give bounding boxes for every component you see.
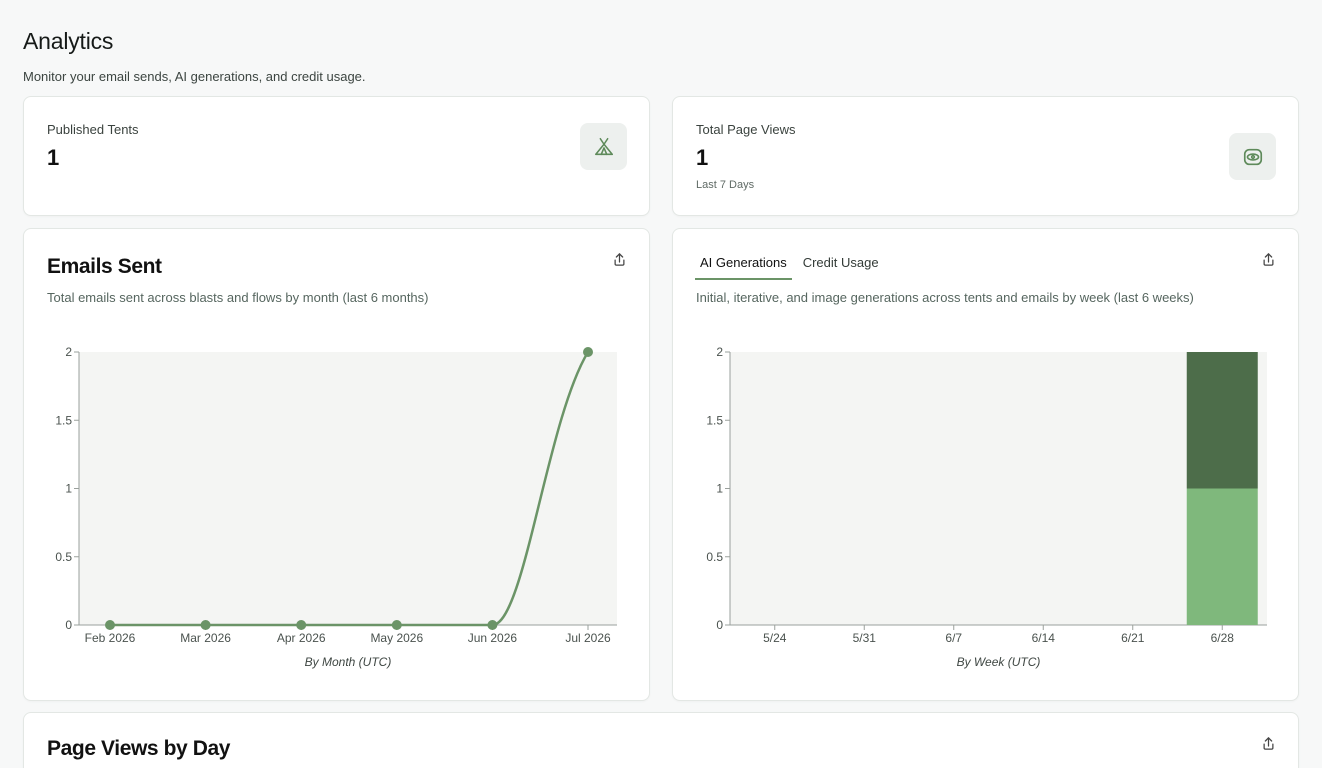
- emails-sent-title: Emails Sent: [47, 255, 162, 278]
- y-tick-label: 0: [716, 618, 723, 632]
- x-axis-label: By Week (UTC): [957, 655, 1041, 669]
- ai-tabs: AI Generations Credit Usage: [695, 251, 890, 280]
- emails-sent-description: Total emails sent across blasts and flow…: [47, 290, 429, 305]
- share-icon: [1263, 252, 1273, 266]
- share-icon: [1263, 736, 1273, 750]
- page-title: Analytics: [23, 28, 114, 54]
- ai-generations-chart: 0 0.5 1 1.5 2 5/24 5/31 6/7 6/14 6/21 6/28 By Week …: [706, 345, 1267, 669]
- published-tents-value: 1: [47, 145, 60, 170]
- page-views-label: Total Page Views: [696, 122, 796, 137]
- y-tick-label: 1: [716, 482, 723, 496]
- emails-data-point: [200, 620, 211, 630]
- page-subtitle: Monitor your email sends, AI generations…: [23, 69, 366, 84]
- emails-data-point: [583, 347, 593, 357]
- tab-ai-generations[interactable]: AI Generations: [695, 251, 792, 280]
- eye-icon: [1229, 133, 1276, 180]
- x-tick-label: 6/14: [1032, 631, 1056, 645]
- tent-icon: [580, 123, 627, 170]
- y-tick-label: 1: [65, 482, 72, 496]
- x-tick-label: 6/7: [945, 631, 962, 645]
- x-tick-label: 6/28: [1211, 631, 1235, 645]
- share-icon: [614, 252, 624, 266]
- ai-export-button[interactable]: [1258, 249, 1278, 269]
- y-tick-label: 1.5: [706, 413, 723, 427]
- x-axis-label: By Month (UTC): [305, 655, 392, 669]
- x-tick-label: Jun 2026: [468, 631, 518, 645]
- page-views-by-day-card: Page Views by Day: [23, 712, 1299, 768]
- y-tick-label: 0: [65, 618, 72, 632]
- y-tick-label: 2: [65, 345, 72, 359]
- x-tick-label: 5/31: [853, 631, 877, 645]
- x-tick-label: May 2026: [370, 631, 423, 645]
- x-tick-label: 6/21: [1121, 631, 1145, 645]
- ai-bar-segment: [1186, 488, 1258, 625]
- page-views-stat-card: Total Page Views 1 Last 7 Days: [672, 96, 1299, 216]
- emails-data-point: [296, 620, 307, 630]
- plot-area: [730, 352, 1267, 625]
- emails-data-point: [391, 620, 402, 630]
- y-tick-label: 1.5: [55, 413, 72, 427]
- x-tick-label: Apr 2026: [277, 631, 326, 645]
- y-tick-label: 0.5: [706, 550, 723, 564]
- page-views-value: 1: [696, 145, 709, 170]
- page-header: Analytics Monitor your email sends, AI g…: [23, 28, 366, 84]
- y-tick-label: 2: [716, 345, 723, 359]
- published-tents-label: Published Tents: [47, 122, 139, 137]
- tab-credit-usage[interactable]: Credit Usage: [802, 255, 879, 270]
- ai-generations-card: AI Generations Credit Usage Initial, ite…: [672, 228, 1299, 701]
- y-tick-label: 0.5: [55, 550, 72, 564]
- plot-area: [79, 352, 617, 625]
- page-views-export-button[interactable]: [1258, 733, 1278, 753]
- emails-sent-chart: 0 0.5 1 1.5 2 Feb 2026 Mar 2026 Apr 2026 May 202…: [55, 345, 617, 669]
- emails-sent-card: Emails Sent Total emails sent across bla…: [23, 228, 650, 701]
- x-tick-label: 5/24: [763, 631, 787, 645]
- emails-data-point: [487, 620, 498, 630]
- x-tick-label: Feb 2026: [85, 631, 136, 645]
- emails-export-button[interactable]: [609, 249, 629, 269]
- page-views-note: Last 7 Days: [696, 179, 755, 191]
- x-tick-label: Mar 2026: [180, 631, 231, 645]
- published-tents-card: Published Tents 1: [23, 96, 650, 216]
- x-tick-label: Jul 2026: [565, 631, 611, 645]
- ai-generations-description: Initial, iterative, and image generation…: [696, 290, 1194, 305]
- emails-data-point: [105, 620, 115, 630]
- page-views-by-day-title: Page Views by Day: [47, 737, 231, 760]
- ai-bar-segment: [1186, 352, 1258, 489]
